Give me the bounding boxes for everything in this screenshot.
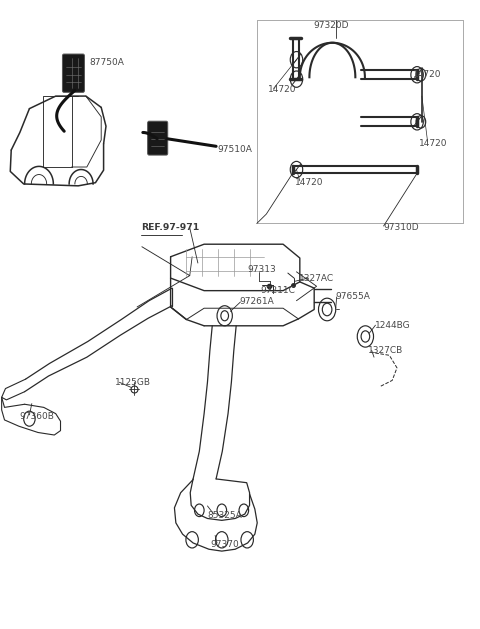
Text: 97360B: 97360B bbox=[19, 412, 54, 421]
Text: REF.97-971: REF.97-971 bbox=[141, 223, 199, 232]
Text: 14720: 14720 bbox=[419, 138, 447, 148]
Text: 85325A: 85325A bbox=[207, 511, 242, 520]
Text: 97310D: 97310D bbox=[384, 223, 419, 231]
Text: 1327CB: 1327CB bbox=[368, 346, 404, 355]
Text: 97510A: 97510A bbox=[217, 145, 252, 154]
Text: 97370: 97370 bbox=[210, 540, 239, 549]
Text: 14720: 14720 bbox=[295, 178, 323, 187]
FancyBboxPatch shape bbox=[62, 54, 84, 92]
FancyBboxPatch shape bbox=[148, 121, 168, 155]
Text: 1125GB: 1125GB bbox=[115, 378, 151, 387]
Text: 14720: 14720 bbox=[413, 70, 442, 79]
Text: 14720: 14720 bbox=[268, 86, 296, 94]
Text: 97320D: 97320D bbox=[313, 21, 348, 30]
Text: 97313: 97313 bbox=[247, 265, 276, 274]
Text: 1327AC: 1327AC bbox=[300, 274, 335, 282]
Text: 87750A: 87750A bbox=[89, 58, 124, 67]
Text: 97211C: 97211C bbox=[261, 286, 296, 294]
Text: 97655A: 97655A bbox=[336, 292, 371, 301]
Text: 1244BG: 1244BG bbox=[375, 321, 410, 330]
Text: 97261A: 97261A bbox=[240, 298, 274, 306]
